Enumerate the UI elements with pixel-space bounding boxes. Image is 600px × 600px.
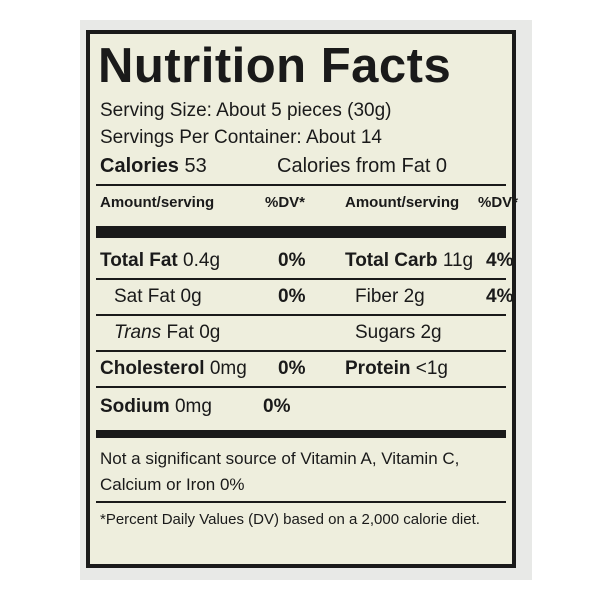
left-dv-header: %DV* <box>265 194 306 211</box>
sat-fat-amount: 0g <box>180 286 202 307</box>
footnote-vitamins-line1: Not a significant source of Vitamin A, V… <box>100 449 460 468</box>
protein-row: Protein <1g <box>345 358 448 380</box>
divider <box>96 184 506 186</box>
divider <box>96 278 506 280</box>
serving-size: Serving Size: About 5 pieces (30g) <box>100 100 392 121</box>
total-fat-label: Total Fat <box>100 250 178 271</box>
protein-amount: <1g <box>415 358 448 379</box>
sodium-row: Sodium 0mg <box>100 396 212 418</box>
footnote-daily-values: *Percent Daily Values (DV) based on a 2,… <box>100 511 480 528</box>
thick-divider <box>96 226 506 238</box>
calories-label: Calories <box>100 155 179 177</box>
divider <box>96 314 506 316</box>
total-carb-label: Total Carb <box>345 250 438 271</box>
fiber-amount: 2g <box>403 286 425 307</box>
divider <box>96 501 506 503</box>
cholesterol-dv: 0% <box>278 358 306 379</box>
divider <box>96 350 506 352</box>
protein-label: Protein <box>345 358 411 379</box>
fiber-dv: 4% <box>486 286 514 307</box>
sodium-amount: 0mg <box>174 396 212 417</box>
nutrition-facts-panel: Nutrition Facts Serving Size: About 5 pi… <box>86 30 519 568</box>
sat-fat-label: Sat Fat <box>114 286 176 307</box>
fiber-label: Fiber <box>355 286 399 307</box>
total-carb-row: Total Carb 11g <box>345 250 473 272</box>
fiber-row: Fiber 2g <box>355 286 425 308</box>
sat-fat-dv: 0% <box>278 286 306 307</box>
trans-fat-row: Trans Fat 0g <box>114 322 220 344</box>
sodium-dv: 0% <box>263 396 291 417</box>
sat-fat-row: Sat Fat 0g <box>114 286 202 308</box>
divider <box>96 386 506 388</box>
cholesterol-amount: 0mg <box>209 358 247 379</box>
total-fat-row: Total Fat 0.4g <box>100 250 220 272</box>
footnote-vitamins-line2: Calcium or Iron 0% <box>100 475 245 494</box>
trans-fat-label: Fat <box>166 322 194 343</box>
cholesterol-row: Cholesterol 0mg <box>100 358 247 380</box>
total-fat-amount: 0.4g <box>183 250 221 271</box>
total-carb-amount: 11g <box>442 250 474 271</box>
servings-per-container: Servings Per Container: About 14 <box>100 127 383 148</box>
trans-fat-amount: 0g <box>199 322 221 343</box>
total-carb-dv: 4% <box>486 250 514 271</box>
total-fat-dv: 0% <box>278 250 306 271</box>
calories-from-fat: Calories from Fat 0 <box>277 155 448 177</box>
label-title: Nutrition Facts <box>98 39 452 93</box>
calories-row: Calories 53 <box>100 155 207 178</box>
sugars-row: Sugars 2g <box>355 322 442 344</box>
cholesterol-label: Cholesterol <box>100 358 205 379</box>
calories-value: 53 <box>184 155 207 177</box>
right-dv-header: %DV* <box>478 194 519 211</box>
thick-divider <box>96 430 506 438</box>
right-amount-header: Amount/serving <box>345 194 460 211</box>
trans-fat-label-italic: Trans <box>114 322 162 343</box>
sugars-amount: 2g <box>420 322 442 343</box>
sodium-label: Sodium <box>100 396 170 417</box>
sugars-label: Sugars <box>355 322 416 343</box>
left-amount-header: Amount/serving <box>100 194 215 211</box>
